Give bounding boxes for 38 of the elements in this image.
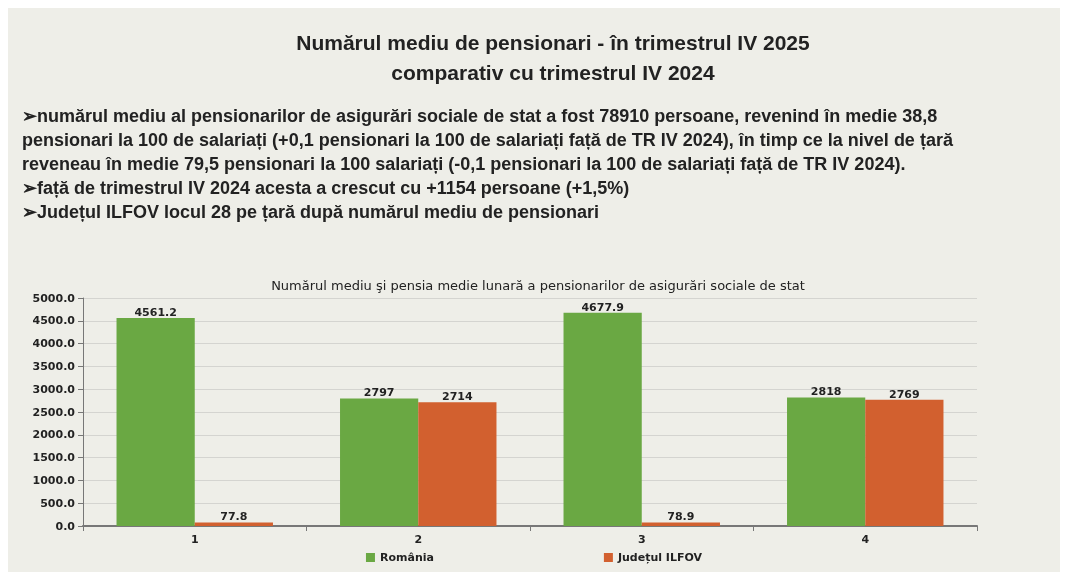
y-tick-label: 2500.0 (32, 405, 76, 419)
legend-label: Județul ILFOV (616, 551, 703, 564)
data-label: 2769 (889, 387, 920, 401)
data-label: 2797 (363, 386, 395, 400)
x-tick-label: 3 (637, 533, 646, 546)
x-tick-label: 2 (414, 533, 423, 546)
y-tick-label: 4000.0 (32, 337, 76, 351)
bar (340, 398, 419, 526)
chart-subtitle: Numărul mediu şi pensia medie lunară a pensionarilor de asigurări sociale de stat (271, 278, 805, 293)
text: ➢numărul mediu al pensionarilor de asigurări sociale de stat a fost 78910 persoane, revenind în medie 38,8 pensionari la 100 de salariați (+0,1 pensionari la 100 de salariați față de TR IV 2024), în timp ce la nivel de țară reveneau în medie 79,5 pensionari la 100 salariați (-0,1 pensionari la 100 de salariați față de TR IV 2024). (22, 106, 958, 174)
text: ➢Județul ILFOV locul 28 pe țară după numărul mediu de pensionari (22, 202, 600, 222)
legend-label: România (379, 551, 434, 564)
y-tick-label: 4500.0 (32, 314, 76, 328)
data-label: 4561.2 (134, 306, 177, 320)
x-tick-label: 4 (861, 533, 870, 546)
bar (194, 522, 273, 526)
x-tick-label: 1 (190, 533, 199, 546)
data-label: 77.8 (220, 510, 248, 524)
y-tick-label: 2000.0 (32, 428, 76, 442)
y-tick-label: 1000.0 (32, 473, 76, 487)
bar (865, 399, 944, 526)
bar (641, 522, 720, 526)
data-label: 78.9 (667, 510, 695, 524)
y-tick-label: 0.0 (55, 519, 76, 533)
y-tick-label: 500.0 (40, 496, 76, 510)
bar (418, 402, 497, 526)
text: ➢față de trimestrul IV 2024 acesta a crescut cu +1154 persoane (+1,5%) (22, 178, 630, 198)
bar (563, 312, 642, 526)
bar (787, 397, 866, 526)
chart-title: Numărul mediu de pensionari - în trimestrul IV 2025 comparativ cu trimestrul IV 2024 (296, 30, 811, 84)
data-label: 2818 (810, 385, 842, 399)
y-tick-label: 1500.0 (32, 451, 76, 465)
y-tick-label: 5000.0 (32, 291, 76, 305)
y-tick-label: 3000.0 (32, 382, 76, 396)
data-label: 2714 (442, 390, 474, 404)
bar (116, 318, 195, 526)
data-label: 4677.9 (581, 300, 624, 314)
y-tick-label: 3500.0 (32, 359, 76, 373)
